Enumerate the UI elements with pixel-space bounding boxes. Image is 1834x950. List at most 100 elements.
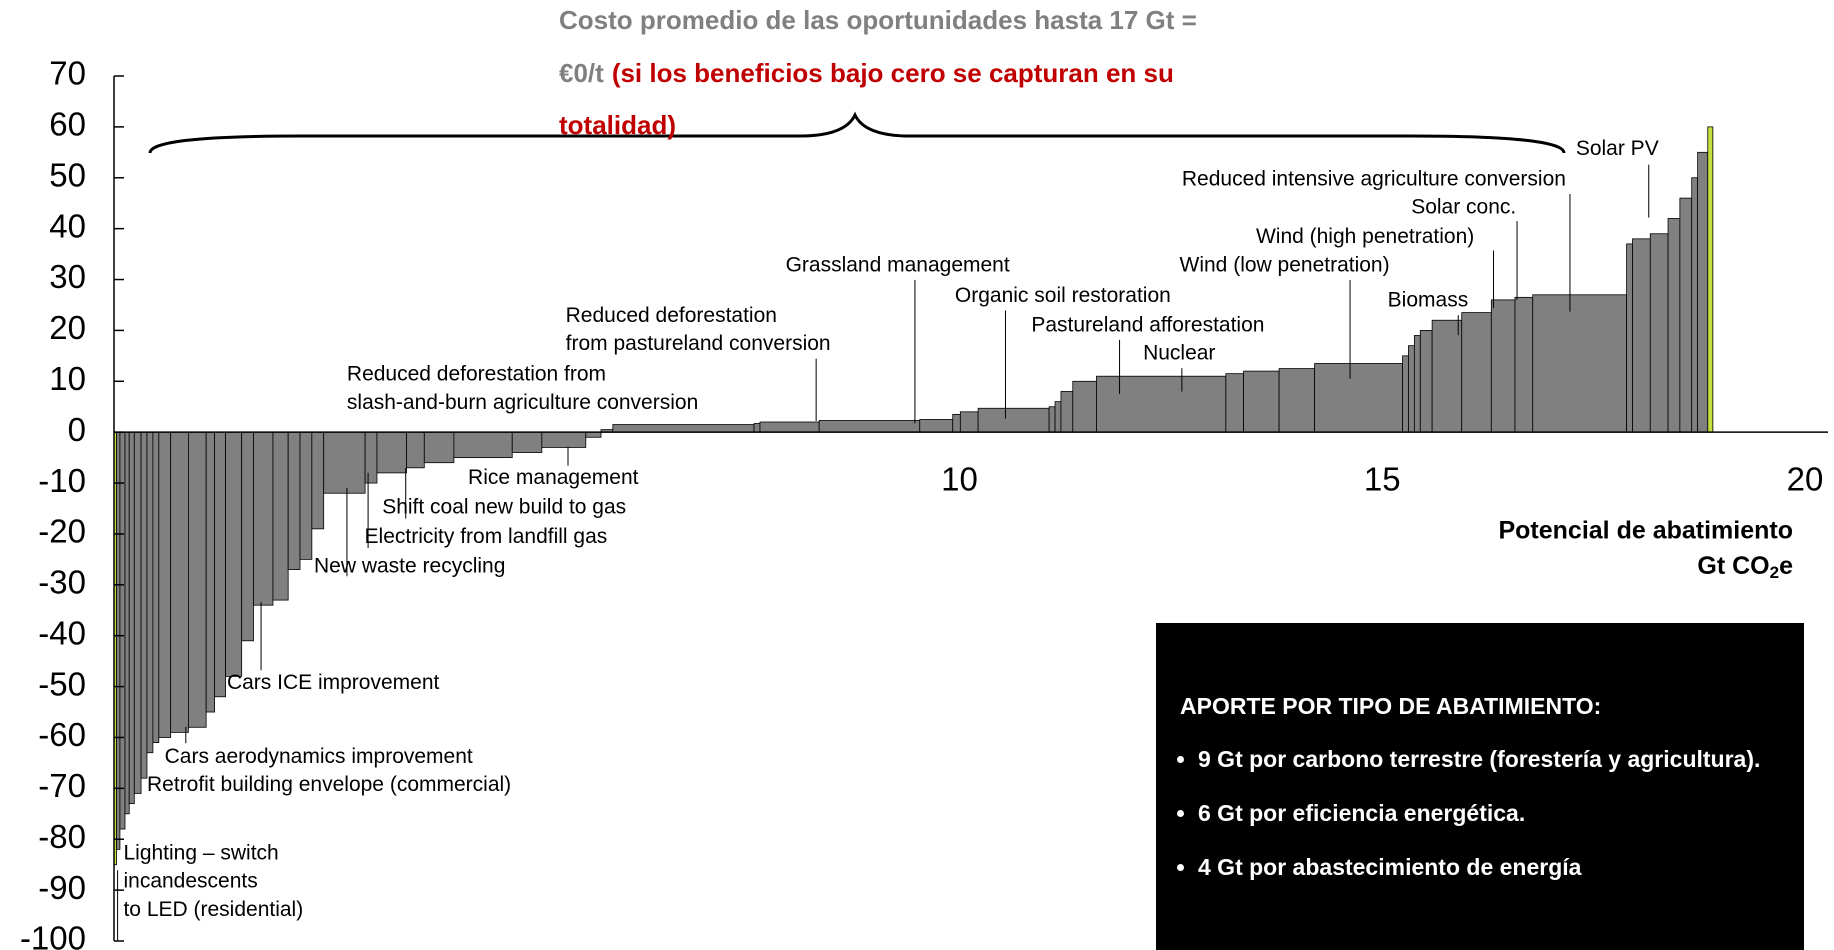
bar: [1679, 197, 1693, 433]
bar: [1054, 401, 1062, 433]
x-tick-label: 20: [1787, 461, 1824, 498]
annotation: Rice management: [468, 466, 639, 489]
title-line: Costo promedio de las oportunidades hast…: [559, 5, 1197, 35]
annotation: Lighting – switch: [123, 841, 278, 864]
bar: [585, 431, 602, 438]
annotation: Retrofit building envelope (commercial): [147, 773, 511, 796]
bar: [1408, 345, 1415, 433]
y-tick-label: 40: [49, 207, 86, 244]
annotation: Electricity from landfill gas: [365, 525, 608, 548]
y-tick-label: -40: [38, 614, 86, 651]
title-line: €0/t (si los beneficios bajo cero se capt…: [559, 58, 1174, 88]
annotation: Pastureland afforestation: [1031, 313, 1264, 336]
y-tick-label: -70: [38, 767, 86, 804]
note-bullet: 6 Gt por eficiencia energética.: [1198, 796, 1794, 830]
annotation: Nuclear: [1143, 342, 1215, 365]
annotation: incandescents: [123, 870, 257, 893]
bar: [1096, 375, 1227, 433]
bar: [323, 431, 366, 494]
bar: [1413, 335, 1421, 433]
x-axis-label: Gt CO2e: [1697, 552, 1793, 583]
bar: [241, 431, 254, 642]
bar: [152, 431, 160, 743]
y-tick-label: -60: [38, 716, 86, 753]
annotation: Reduced intensive agriculture conversion: [1182, 167, 1566, 190]
bar: [133, 431, 142, 794]
y-tick-label: 30: [49, 258, 86, 295]
annotation: slash-and-burn agriculture conversion: [347, 391, 698, 414]
bar: [311, 431, 325, 530]
y-tick-label: 10: [49, 360, 86, 397]
y-tick-label: -10: [38, 462, 86, 499]
bar: [188, 431, 207, 728]
y-tick-label: 60: [49, 106, 86, 143]
note-heading: APORTE POR TIPO DE ABATIMIENTO:: [1180, 693, 1602, 719]
annotation: New waste recycling: [314, 554, 505, 577]
annotation: Wind (high penetration): [1256, 225, 1474, 248]
bar: [1314, 363, 1403, 433]
bar: [952, 413, 961, 433]
bar: [1225, 373, 1244, 433]
annotation: Cars aerodynamics improvement: [165, 745, 473, 768]
bar: [1419, 330, 1433, 433]
bar: [919, 419, 954, 433]
bar: [272, 431, 289, 601]
bar: [119, 431, 126, 830]
annotation: Reduced deforestation: [566, 304, 777, 327]
y-tick-label: 70: [49, 55, 86, 92]
bar: [1691, 177, 1699, 433]
note-bullet: 4 Gt por abastecimiento de energía: [1198, 850, 1794, 884]
bar: [1461, 312, 1492, 433]
bar: [146, 431, 154, 754]
bar: [541, 431, 587, 448]
bar: [1697, 151, 1709, 433]
bar: [364, 431, 378, 484]
y-tick-label: -100: [20, 920, 86, 950]
bar: [124, 431, 130, 815]
label-part: e: [1779, 552, 1793, 580]
label-sub: 2: [1770, 563, 1779, 582]
annotation: Solar conc.: [1411, 196, 1516, 219]
bar: [1278, 368, 1316, 433]
bar: [299, 431, 313, 560]
bar: [423, 431, 455, 464]
y-tick-label: -90: [38, 869, 86, 906]
annotation: Cars ICE improvement: [227, 671, 440, 694]
title-part: €0/t: [559, 58, 604, 88]
x-tick-label: 15: [1364, 461, 1401, 498]
title-line: totalidad): [559, 110, 676, 140]
annotation: Solar PV: [1576, 137, 1659, 160]
y-tick-label: 50: [49, 156, 86, 193]
bar: [1431, 319, 1463, 433]
bar: [1402, 355, 1409, 433]
annotation: to LED (residential): [123, 898, 303, 921]
note-box: APORTE POR TIPO DE ABATIMIENTO: 9 Gt por…: [1156, 623, 1804, 950]
bar: [1649, 233, 1669, 433]
bar: [818, 420, 921, 433]
annotation: Organic soil restoration: [955, 284, 1171, 307]
bar: [511, 431, 543, 453]
bar: [1243, 370, 1280, 433]
bar: [253, 431, 274, 606]
bar: [1490, 299, 1516, 433]
bar: [1514, 296, 1534, 433]
bar: [116, 431, 121, 850]
bar: [225, 431, 243, 677]
y-tick-label: -20: [38, 513, 86, 550]
bar: [1667, 218, 1681, 433]
note-list: 9 Gt por carbono terrestre (forestería y…: [1180, 742, 1794, 884]
bar: [140, 431, 148, 779]
bar: [158, 431, 172, 738]
annotation: Grassland management: [786, 253, 1010, 276]
bar: [1048, 406, 1056, 433]
x-axis-label: Potencial de abatimiento: [1498, 517, 1793, 545]
bar: [205, 431, 216, 713]
bar: [1532, 294, 1627, 433]
bar: [759, 421, 820, 433]
title-part: (si los beneficios bajo cero se capturan…: [612, 58, 1174, 88]
note-bullet: 9 Gt por carbono terrestre (forestería y…: [1198, 742, 1794, 776]
y-tick-label: 0: [68, 411, 86, 448]
bar: [1072, 380, 1097, 433]
